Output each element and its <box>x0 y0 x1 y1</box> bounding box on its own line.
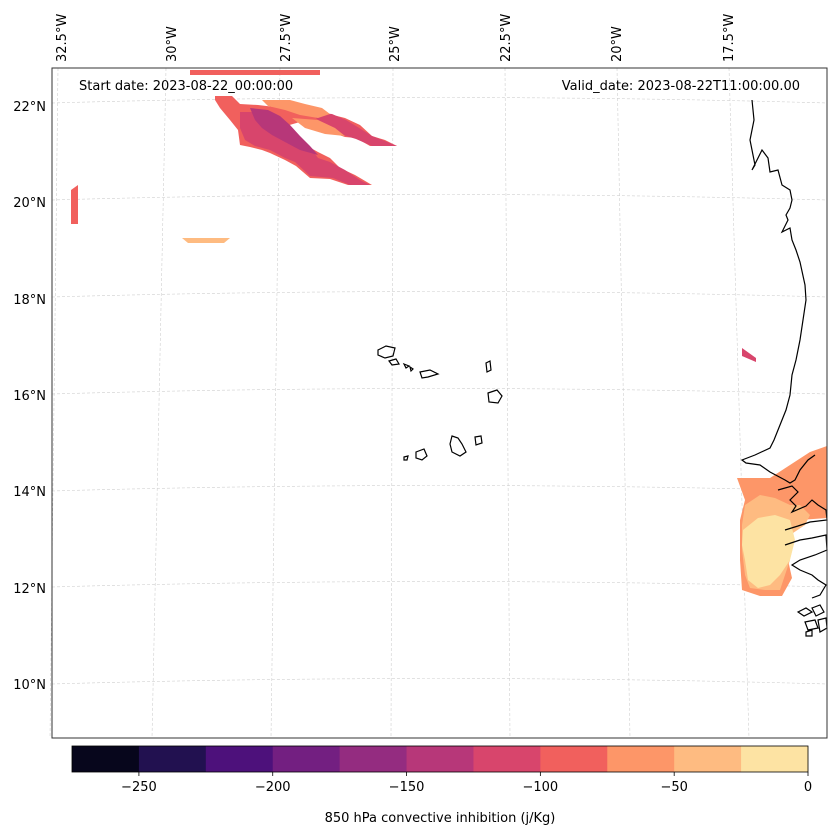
cin-patch <box>250 108 318 155</box>
coastline-mainland <box>777 485 828 531</box>
colorbar-segment <box>205 746 274 772</box>
lon-label: 25°W <box>388 26 403 62</box>
cin-patch <box>190 70 320 75</box>
start-date-label: Start date: 2023-08-22_00:00:00 <box>79 79 293 94</box>
cin-patch <box>310 112 397 146</box>
gridline-meridian <box>49 67 59 739</box>
lon-label: 17.5°W <box>722 14 737 62</box>
gridline-meridian <box>270 67 281 739</box>
gridline-parallel <box>51 97 828 104</box>
colorbar-title: 850 hPa convective inhibition (j/Kg) <box>325 811 556 826</box>
colorbar-segment <box>138 746 207 772</box>
gridline-parallel <box>51 291 828 298</box>
island <box>377 345 396 359</box>
lat-label: 16°N <box>13 389 46 404</box>
gridline-meridian <box>390 67 394 739</box>
cin-patch <box>182 238 230 243</box>
cin-patch <box>262 100 330 118</box>
colorbar-segment <box>741 746 809 772</box>
valid-date-label: Valid_date: 2023-08-22T11:00:00.00 <box>562 79 800 94</box>
island <box>487 389 503 404</box>
colorbar-tick-label: −250 <box>121 780 157 795</box>
island <box>419 369 440 379</box>
colorbar-segment <box>473 746 541 772</box>
gridline-meridian <box>728 67 750 739</box>
colorbar-tick-label: 0 <box>804 780 812 795</box>
colorbar-segment <box>607 746 675 772</box>
colorbar-tick-label: −200 <box>255 780 291 795</box>
cin-contours <box>71 70 827 596</box>
lon-label: 22.5°W <box>499 14 514 62</box>
gridline-parallel <box>51 194 828 201</box>
gridline-parallel <box>51 581 828 588</box>
lat-label: 22°N <box>13 100 46 115</box>
gridline-parallel <box>51 678 828 685</box>
longitude-labels: 32.5°W 30°W 27.5°W 25°W 22.5°W 20°W 17.5… <box>55 14 737 62</box>
gridline-parallel <box>51 485 828 492</box>
island <box>449 435 467 457</box>
colorbar <box>72 746 809 772</box>
lat-label: 14°N <box>13 485 46 500</box>
gridline-meridian <box>151 67 167 739</box>
cin-patch <box>742 348 756 362</box>
coastline-mainland <box>784 534 828 599</box>
lat-label: 20°N <box>13 196 46 211</box>
colorbar-segment <box>406 746 474 772</box>
gridline-meridian <box>504 67 511 739</box>
colorbar-ticks: −250 −200 −150 −100 −50 0 <box>121 772 812 795</box>
lat-label: 18°N <box>13 293 46 308</box>
colorbar-segment <box>339 746 408 772</box>
colorbar-segment <box>674 746 742 772</box>
cin-patch <box>742 515 795 588</box>
cin-patch <box>292 118 345 136</box>
lat-label: 10°N <box>13 678 46 693</box>
coastlines <box>377 99 828 637</box>
lon-label: 20°W <box>610 26 625 62</box>
colorbar-segment <box>72 746 140 772</box>
lon-label: 30°W <box>165 26 180 62</box>
island <box>402 362 411 369</box>
colorbar-tick-label: −50 <box>660 780 687 795</box>
colorbar-tick-label: −150 <box>389 780 425 795</box>
coastline-mainland <box>740 99 816 484</box>
gridlines <box>49 67 828 739</box>
island <box>474 435 483 446</box>
lon-label: 32.5°W <box>55 14 70 62</box>
lat-label: 12°N <box>13 582 46 597</box>
colorbar-tick-label: −100 <box>523 780 559 795</box>
map-frame <box>51 67 828 739</box>
cin-patch <box>71 185 78 224</box>
gridline-meridian <box>616 67 631 739</box>
island <box>415 448 428 461</box>
colorbar-segment <box>540 746 608 772</box>
colorbar-segment <box>272 746 341 772</box>
gridline-parallel <box>51 388 828 395</box>
island <box>387 358 400 366</box>
latitude-labels: 22°N 20°N 18°N 16°N 14°N 12°N 10°N <box>13 100 46 693</box>
colorbar-outline <box>71 745 809 773</box>
island <box>403 455 409 461</box>
map-panel <box>52 68 827 738</box>
island <box>409 365 414 373</box>
lon-label: 27.5°W <box>279 14 294 62</box>
coastline-islands <box>796 604 828 637</box>
island <box>485 360 492 373</box>
